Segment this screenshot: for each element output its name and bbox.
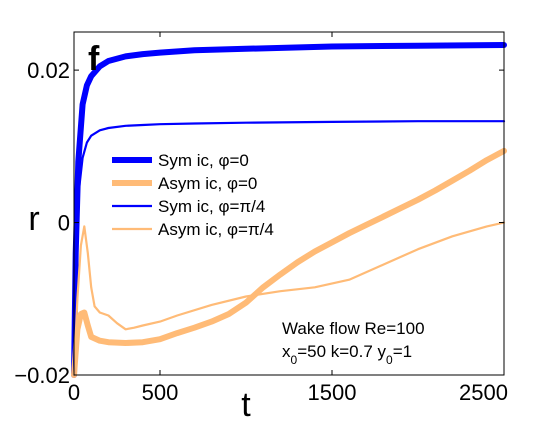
legend-entry-0: Sym ic, φ=0: [158, 151, 249, 170]
annotation-line-1: Wake flow Re=100: [282, 319, 425, 338]
y-tick-label: 0.02: [27, 58, 70, 83]
x-tick-label: 1500: [308, 380, 357, 405]
x-axis-label: t: [241, 386, 251, 421]
plot-area-frame: [73, 31, 505, 376]
panel-label: f: [88, 40, 100, 78]
series-line-0: [71, 42, 507, 378]
annotation-line-2: x0=50 k=0.7 y0=1: [282, 342, 412, 367]
legend-entry-1: Asym ic, φ=0: [158, 174, 257, 193]
y-axis-label: r: [28, 200, 39, 238]
series-line-3: [72, 221, 506, 377]
plot-lines: [71, 42, 507, 378]
legend-entry-3: Asym ic, φ=π/4: [158, 220, 274, 239]
legend-entry-2: Sym ic, φ=π/4: [158, 197, 265, 216]
series-line-1: [71, 147, 507, 378]
x-tick-label: 500: [142, 380, 179, 405]
x-tick-label: 0: [68, 380, 80, 405]
series-line-2: [72, 120, 506, 377]
legend: Sym ic, φ=0 Asym ic, φ=0 Sym ic, φ=π/4 Asym…: [112, 151, 274, 239]
axis-ticks: [73, 32, 505, 376]
annotation: Wake flow Re=100 x0=50 k=0.7 y0=1: [282, 319, 425, 367]
x-tick-label: 2500: [459, 380, 508, 405]
y-tick-label: 0: [58, 211, 70, 236]
y-tick-label: −0.02: [14, 363, 70, 388]
